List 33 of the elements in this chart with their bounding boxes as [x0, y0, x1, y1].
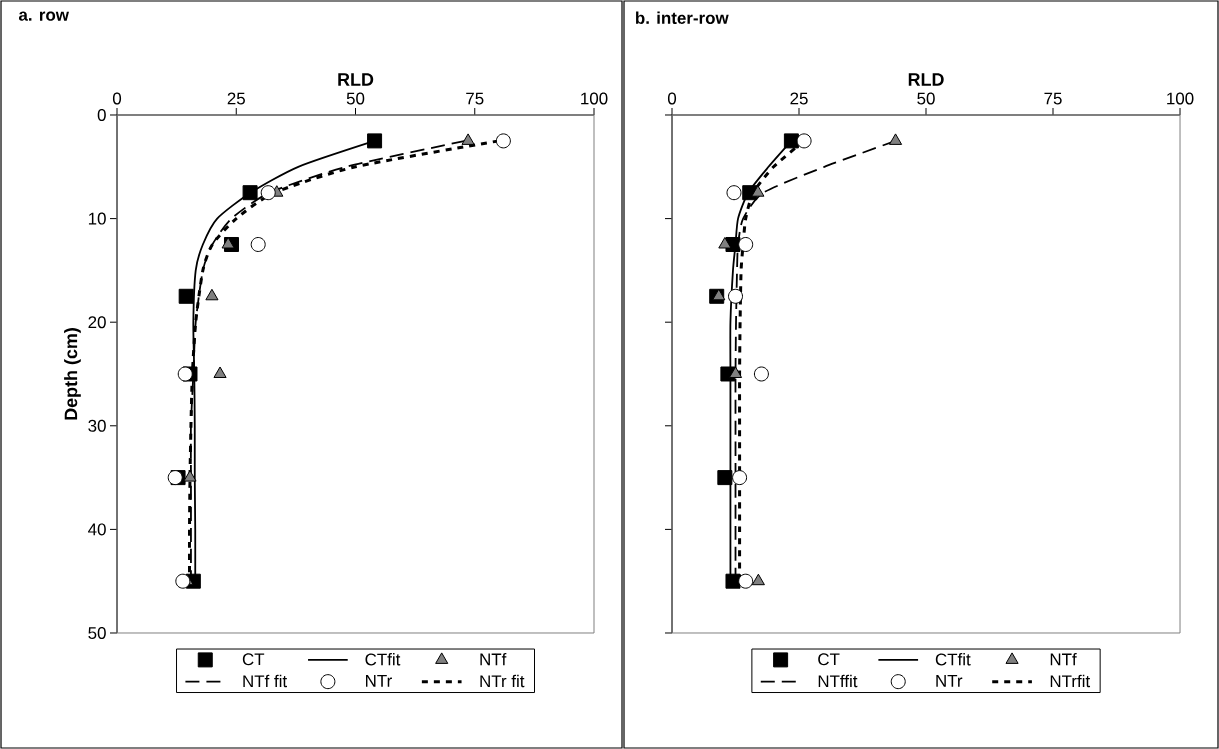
x-tick-label: 100 — [581, 92, 608, 105]
x-tick-label: 50 — [346, 92, 365, 105]
legend-label: NTr — [366, 675, 392, 687]
x-tick-label: 0 — [667, 92, 677, 105]
x-tick-label: 75 — [1044, 92, 1062, 105]
legend-label: NTrfit — [1050, 674, 1091, 688]
chart-title: a. row — [18, 11, 69, 21]
x-axis-title: RLD — [338, 73, 374, 86]
legend-label: NTr — [936, 675, 963, 687]
y-tick-label: 10 — [88, 212, 106, 225]
chart-title: b. inter-row — [636, 11, 729, 24]
y-tick-label: 40 — [88, 523, 106, 536]
legend-label: CTfit — [365, 653, 401, 666]
y-axis-title: Depth (cm) — [64, 328, 81, 420]
legend-label: NTf — [480, 653, 507, 666]
y-tick-label: 50 — [88, 626, 106, 639]
y-tick-label: 30 — [88, 419, 106, 432]
y-tick-label: 0 — [97, 109, 106, 121]
x-tick-label: 50 — [917, 92, 935, 105]
legend-label: CT — [242, 653, 265, 666]
x-axis-title: RLD — [908, 73, 944, 86]
x-tick-label: 0 — [112, 92, 122, 105]
legend-label: CTfit — [935, 653, 971, 666]
legend-label: CT — [818, 653, 840, 666]
legend-label: NTf fit — [243, 674, 288, 688]
x-tick-label: 25 — [790, 92, 808, 105]
x-tick-label: 100 — [1167, 92, 1194, 105]
x-tick-label: 25 — [227, 92, 245, 105]
x-tick-label: 75 — [466, 92, 484, 105]
legend-label: NTr fit — [480, 674, 525, 688]
y-tick-label: 20 — [88, 316, 106, 329]
legend-label: NTf — [1050, 653, 1077, 666]
legend-label: NTffit — [818, 674, 858, 688]
